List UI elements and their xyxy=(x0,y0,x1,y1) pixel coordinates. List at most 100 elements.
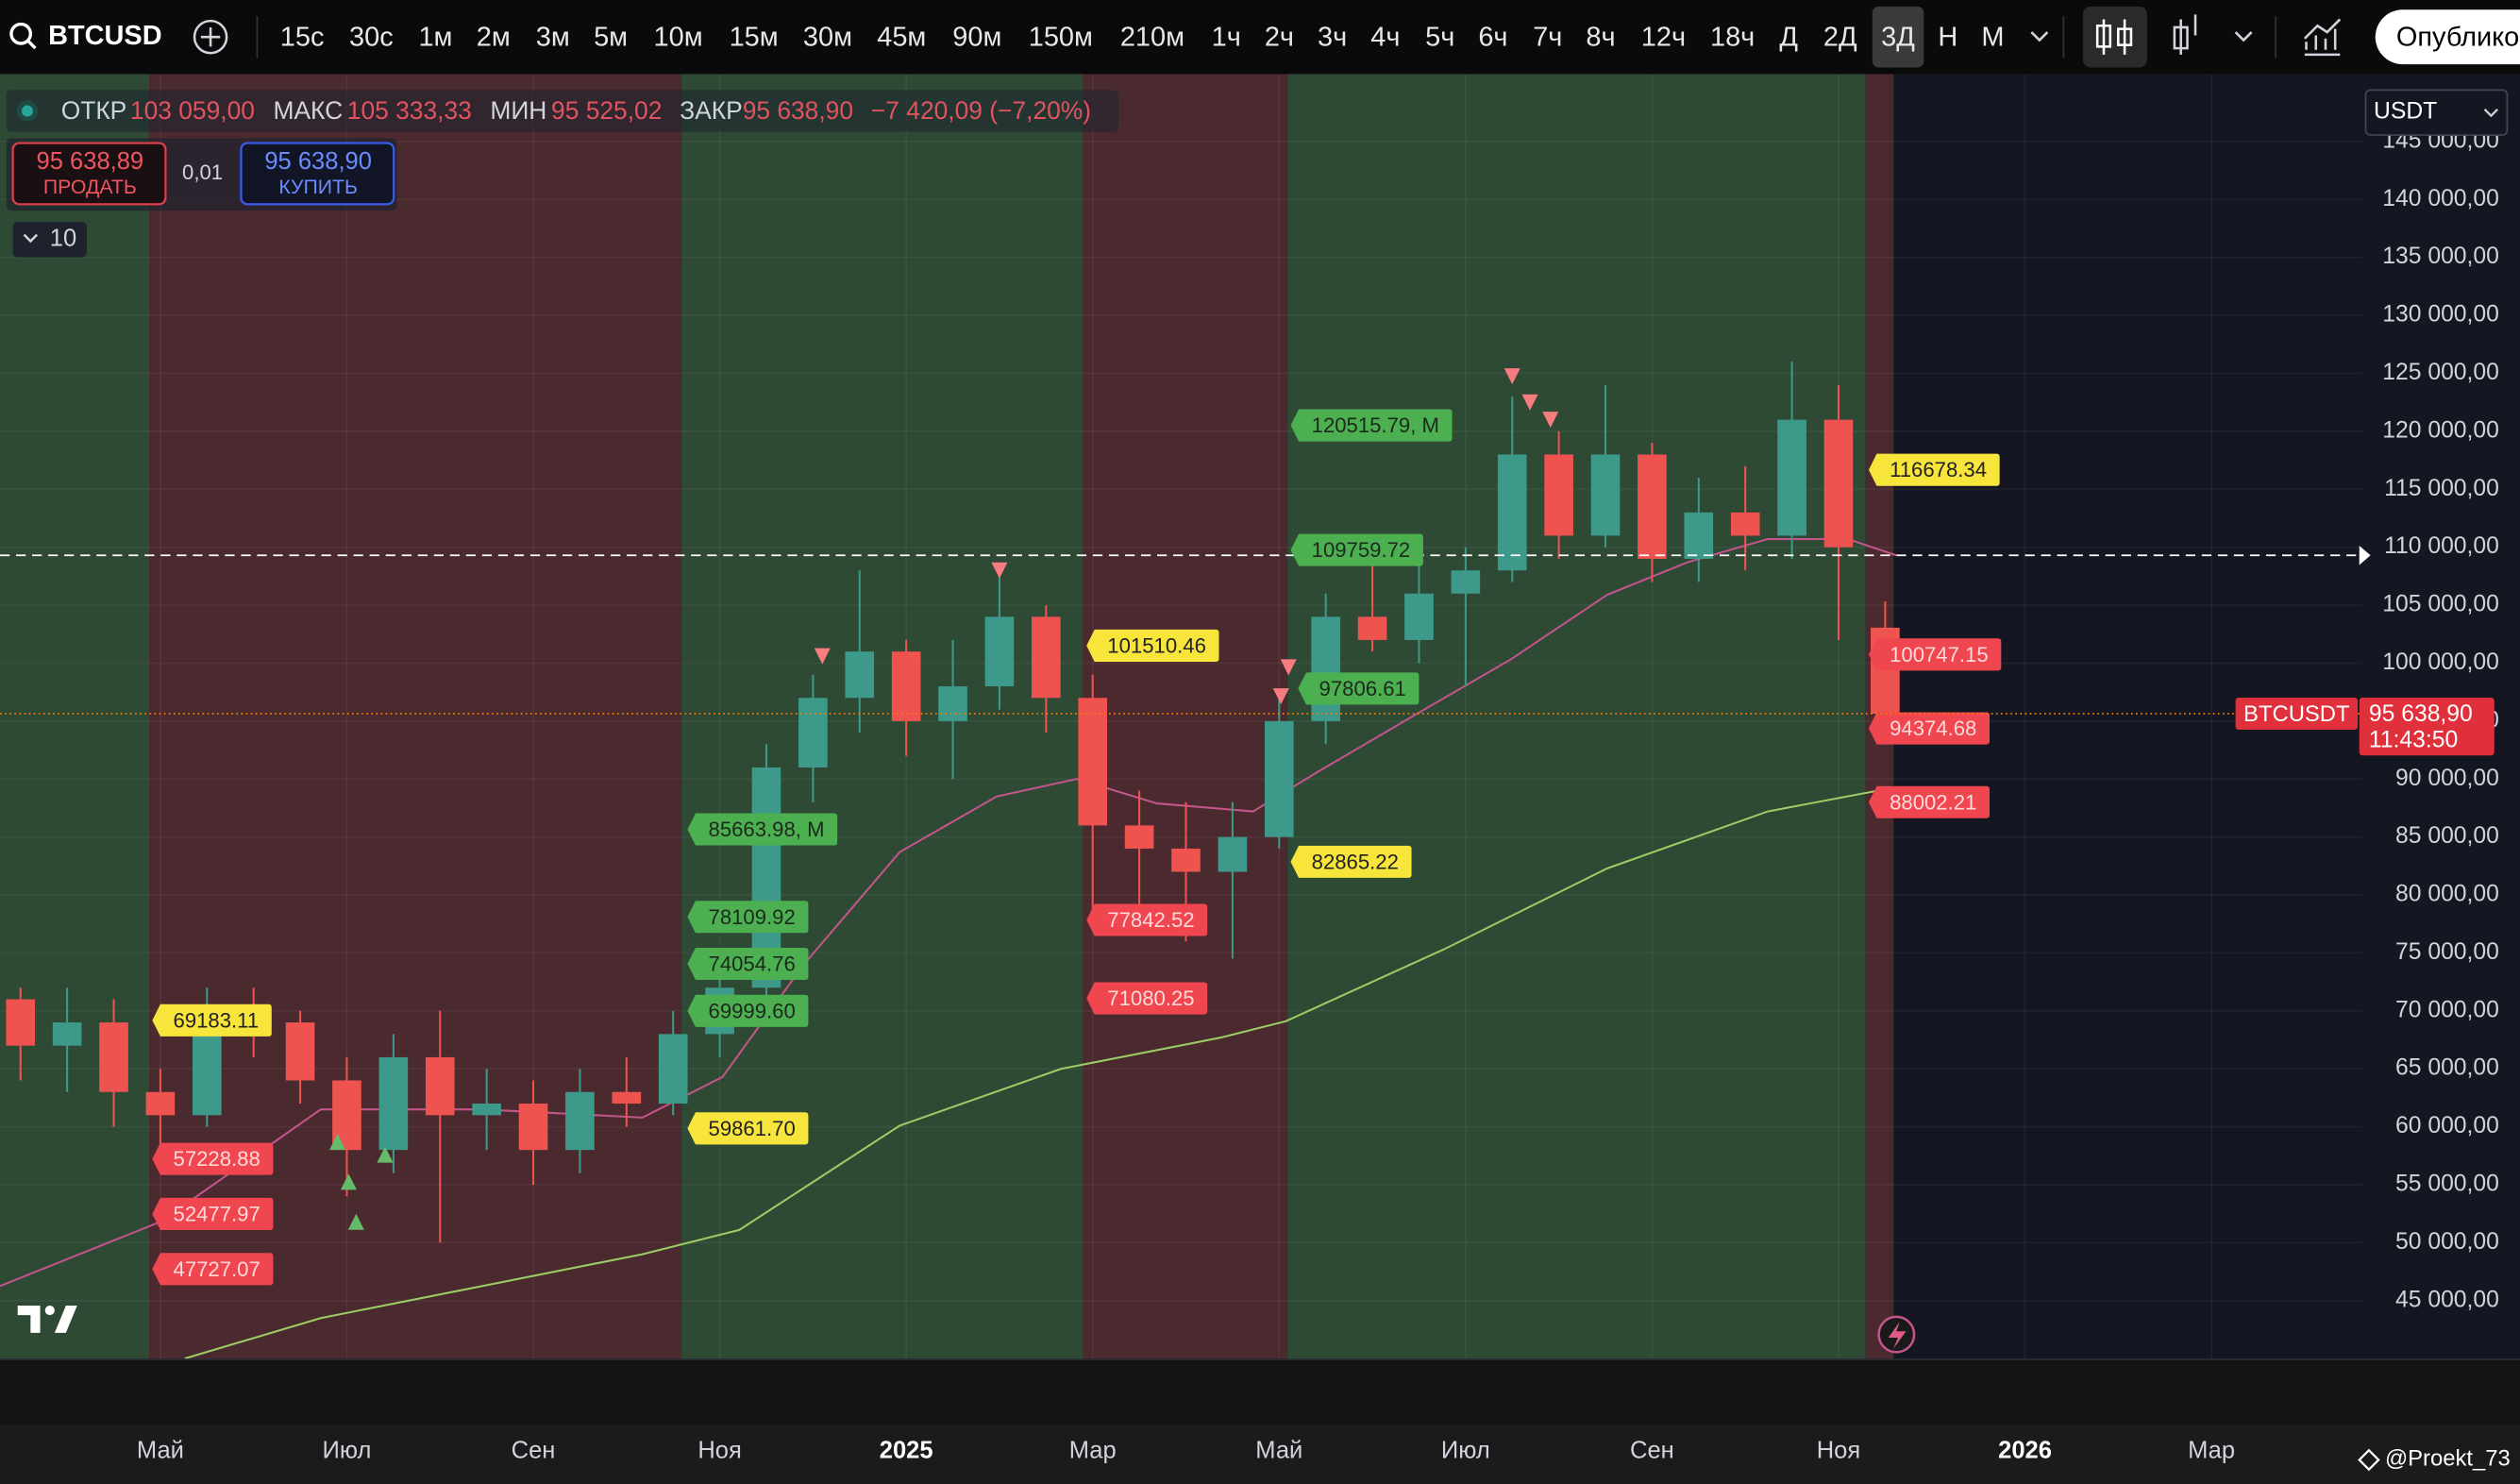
interval-button[interactable]: 150м xyxy=(1029,23,1093,53)
interval-button[interactable]: 2м xyxy=(477,23,511,53)
interval-button[interactable]: 12ч xyxy=(1641,23,1686,53)
tradingview-logo-dot xyxy=(44,1305,55,1316)
candle-icon xyxy=(2095,19,2133,55)
interval-dropdown[interactable] xyxy=(2030,31,2049,42)
candle-body xyxy=(378,1056,409,1151)
price-label-box xyxy=(687,813,838,846)
price-label: 59861.70 xyxy=(687,1112,809,1145)
signal-marker xyxy=(1504,368,1520,385)
candle-body xyxy=(99,1022,128,1092)
legend-background xyxy=(6,90,1119,132)
interval-button[interactable]: 15с xyxy=(280,23,325,53)
price-label-text: 78109.92 xyxy=(709,905,796,929)
interval-button[interactable]: 90м xyxy=(952,23,1001,53)
interval-button[interactable]: 30м xyxy=(803,23,852,53)
candle-body xyxy=(565,1091,595,1151)
price-label-text: 109759.72 xyxy=(1312,538,1411,562)
interval-button[interactable]: 45м xyxy=(877,23,926,53)
price-label-text: 116678.34 xyxy=(1890,458,1987,481)
price-label-text: 69183.11 xyxy=(174,1008,260,1032)
collapse-button[interactable] xyxy=(12,222,87,258)
add-symbol-plus xyxy=(200,26,221,47)
buy-button[interactable] xyxy=(240,142,395,206)
price-label-box xyxy=(1868,785,1990,818)
signal-marker xyxy=(329,1134,346,1151)
zone xyxy=(1083,74,1288,1359)
chart-type-button[interactable] xyxy=(2082,6,2147,68)
interval-button[interactable]: 2Д xyxy=(1823,23,1857,53)
interval-button[interactable]: Н xyxy=(1938,23,1957,53)
candle-body xyxy=(1544,454,1573,536)
interval-button[interactable]: 3м xyxy=(536,23,570,53)
price-label: 47727.07 xyxy=(152,1253,274,1286)
x-axis-background xyxy=(0,1424,2520,1484)
candle-body xyxy=(1171,848,1201,872)
quantity: 10 xyxy=(50,226,76,252)
price-label: 69999.60 xyxy=(687,994,809,1027)
signal-marker xyxy=(377,1146,394,1163)
price-label-box xyxy=(152,1253,274,1286)
price-label: 116678.34 xyxy=(1868,453,2000,486)
sell-label: ПРОДАТЬ xyxy=(43,176,137,198)
price-label: 101510.46 xyxy=(1086,629,1219,662)
candle-body xyxy=(1357,616,1387,640)
x-tick-label: Мар xyxy=(1069,1438,1117,1464)
interval-button[interactable]: 15м xyxy=(730,23,779,53)
sell-button[interactable] xyxy=(11,142,167,206)
price-label-text: 74054.76 xyxy=(709,953,796,976)
chart-type-dropdown[interactable] xyxy=(2234,31,2253,42)
price-label-text: 52477.97 xyxy=(174,1202,260,1225)
interval-button[interactable]: М xyxy=(1981,23,2004,53)
publish-button[interactable] xyxy=(2375,9,2520,65)
candle-icon-2[interactable] xyxy=(2173,14,2197,55)
indicators-icon[interactable] xyxy=(2303,18,2342,57)
candle-body xyxy=(1777,419,1806,536)
moving-average xyxy=(184,785,1897,1359)
price-label: 109759.72 xyxy=(1290,533,1423,566)
interval-button[interactable]: 1ч xyxy=(1212,23,1241,53)
interval-button[interactable]: 10м xyxy=(654,23,703,53)
add-symbol-button[interactable] xyxy=(193,19,228,55)
interval-button[interactable]: 2ч xyxy=(1265,23,1294,53)
y-tick-label: 140 000,00 xyxy=(2382,186,2499,211)
symbol[interactable]: BTCUSD xyxy=(48,21,162,51)
status-dot xyxy=(16,100,39,122)
x-tick-label: 2025 xyxy=(880,1438,933,1464)
interval-button[interactable]: 3Д xyxy=(1881,23,1915,53)
interval-button[interactable]: 5м xyxy=(594,23,628,53)
currency-dropdown[interactable] xyxy=(2364,89,2509,136)
symbol-badge xyxy=(2235,697,2359,731)
interval-button[interactable]: 4ч xyxy=(1370,23,1400,53)
y-tick-label: 105 000,00 xyxy=(2382,592,2499,617)
search-icon[interactable] xyxy=(9,22,33,45)
candle-body xyxy=(6,999,36,1046)
price-label: 78109.92 xyxy=(687,901,809,934)
interval-button[interactable]: 7ч xyxy=(1533,23,1562,53)
interval-button[interactable]: 8ч xyxy=(1586,23,1615,53)
buy-label: КУПИТЬ xyxy=(278,176,358,198)
price-label-text: 101510.46 xyxy=(1107,633,1206,657)
price-label-text: 82865.22 xyxy=(1312,850,1399,873)
interval-button[interactable]: Д xyxy=(1779,23,1798,53)
publish-label: Опублико xyxy=(2396,23,2519,53)
candle-body xyxy=(612,1091,642,1105)
legend-low: 95 525,02 xyxy=(551,96,662,125)
candle-body xyxy=(938,686,967,721)
price-label: 94374.68 xyxy=(1868,712,1990,745)
interval-button[interactable]: 1м xyxy=(418,23,452,53)
price-label: 74054.76 xyxy=(687,947,809,981)
interval-button[interactable]: 210м xyxy=(1120,23,1184,53)
candle-body xyxy=(472,1104,501,1116)
interval-button[interactable]: 18ч xyxy=(1710,23,1755,53)
candle-body xyxy=(1311,616,1340,721)
price-label-text: 57228.88 xyxy=(174,1147,260,1171)
price-label-text: 97806.61 xyxy=(1319,677,1406,700)
plot-area: 120515.79, M109759.7297806.6182865.22101… xyxy=(0,74,2363,1359)
interval-button[interactable]: 5ч xyxy=(1425,23,1454,53)
interval-button[interactable]: 30с xyxy=(349,23,394,53)
candle-body xyxy=(1032,616,1061,699)
price-label-box xyxy=(687,1112,809,1145)
interval-button[interactable]: 6ч xyxy=(1478,23,1507,53)
interval-button[interactable]: 3ч xyxy=(1318,23,1347,53)
